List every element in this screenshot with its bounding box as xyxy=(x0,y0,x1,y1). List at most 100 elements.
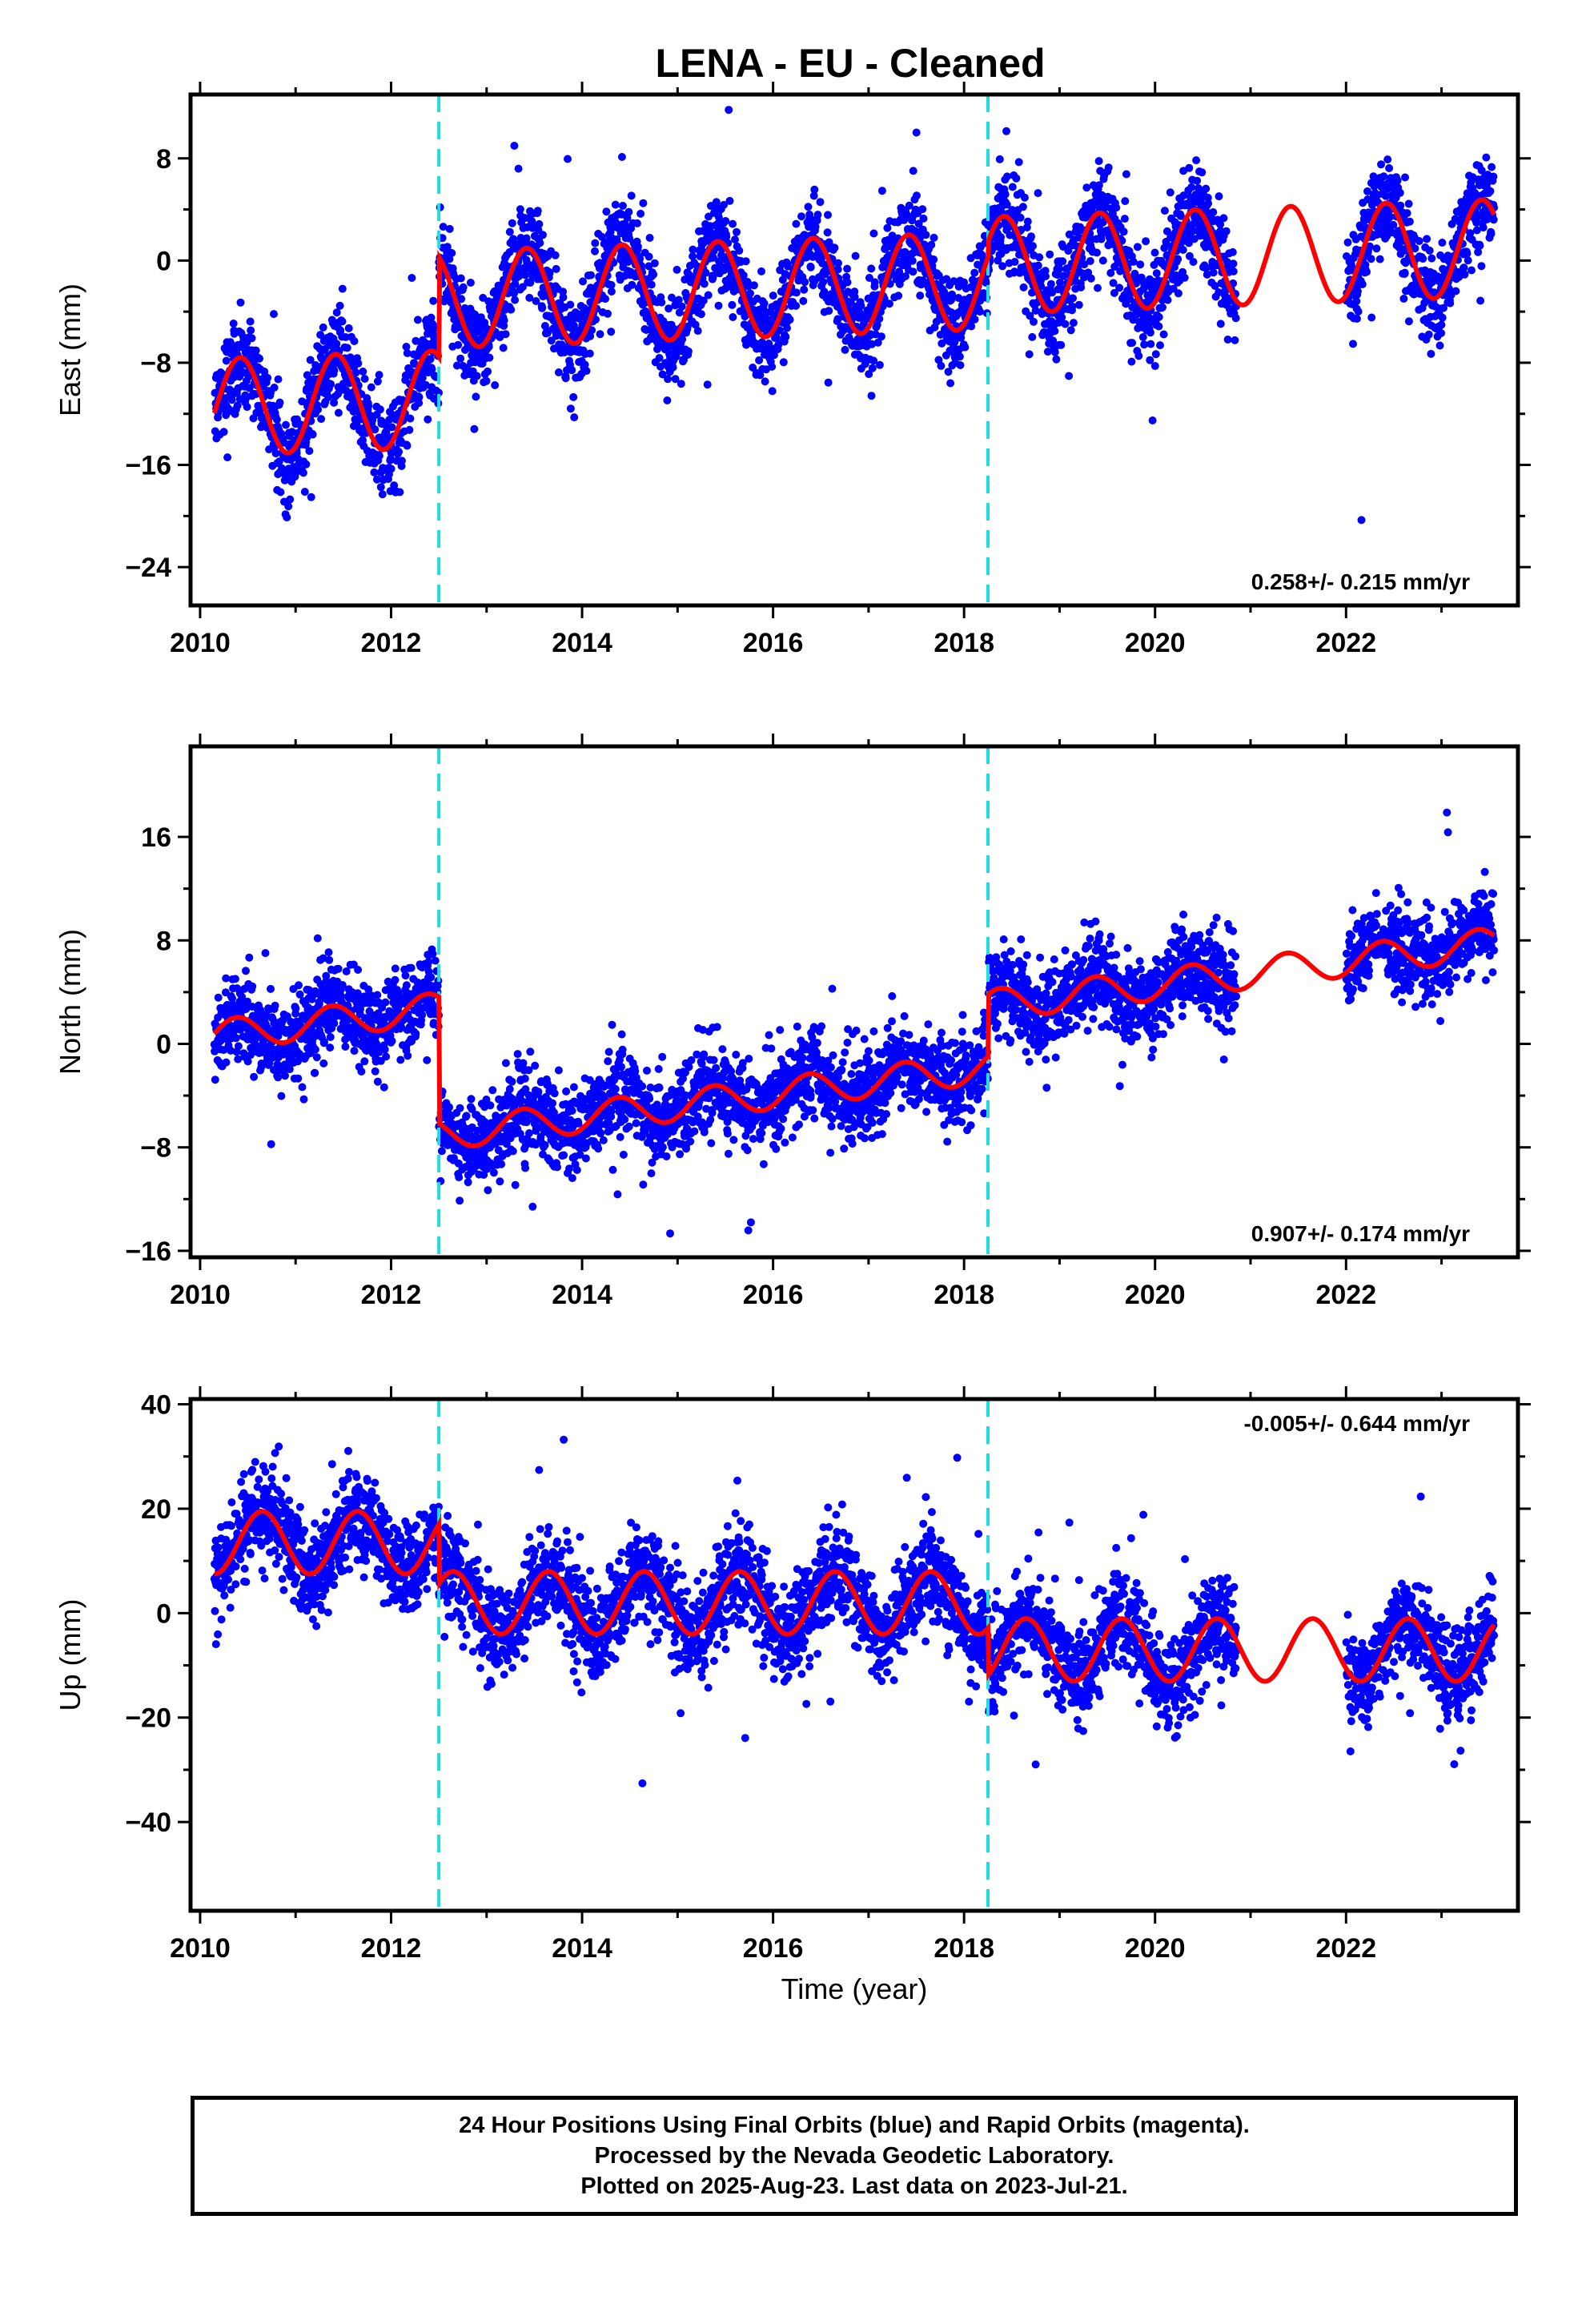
data-point xyxy=(1468,266,1476,275)
data-point xyxy=(704,291,713,300)
data-point xyxy=(1120,215,1129,223)
data-point xyxy=(997,233,1006,242)
data-point xyxy=(1367,255,1375,263)
data-point xyxy=(1219,214,1228,223)
data-point xyxy=(857,301,865,310)
data-point xyxy=(1363,267,1371,276)
data-point xyxy=(773,333,781,342)
data-point xyxy=(457,295,466,304)
data-point xyxy=(1419,255,1427,263)
data-point xyxy=(1162,240,1170,249)
data-point xyxy=(912,128,921,137)
data-point xyxy=(1176,211,1185,220)
data-point xyxy=(317,415,326,424)
data-point xyxy=(330,1019,339,1027)
data-point xyxy=(677,302,686,311)
data-point xyxy=(270,384,279,392)
data-point xyxy=(703,380,712,389)
data-point xyxy=(644,262,653,271)
data-point xyxy=(677,380,685,388)
x-tick-label: 2022 xyxy=(1315,628,1376,658)
data-point xyxy=(1074,300,1083,309)
data-point xyxy=(961,343,970,352)
data-point xyxy=(1052,355,1061,364)
data-point xyxy=(518,283,527,292)
data-point xyxy=(1142,237,1150,246)
data-point xyxy=(1030,317,1038,326)
data-point xyxy=(755,356,764,364)
data-point xyxy=(275,457,283,466)
data-point xyxy=(672,352,681,361)
data-point xyxy=(930,255,938,263)
data-point xyxy=(1027,232,1035,241)
data-point xyxy=(1487,229,1496,238)
data-point xyxy=(466,279,475,287)
data-point xyxy=(1159,330,1168,339)
data-point xyxy=(314,405,323,414)
data-point xyxy=(410,360,419,368)
data-point xyxy=(1477,166,1486,175)
data-point xyxy=(1466,229,1475,238)
data-point xyxy=(1396,201,1405,210)
data-point xyxy=(1037,282,1046,291)
data-point xyxy=(799,296,808,305)
data-point xyxy=(325,955,334,964)
data-point xyxy=(242,1005,251,1013)
data-point xyxy=(1477,262,1486,271)
data-point xyxy=(995,155,1004,163)
data-point xyxy=(298,1083,307,1092)
data-point xyxy=(311,1045,319,1054)
data-point xyxy=(950,277,958,286)
data-point xyxy=(1427,349,1435,358)
data-point xyxy=(792,301,801,310)
data-point xyxy=(1474,247,1483,256)
data-point xyxy=(552,264,560,273)
data-point xyxy=(251,346,260,355)
data-point xyxy=(312,1053,321,1062)
data-point xyxy=(934,356,943,364)
y-tick-label: −16 xyxy=(125,451,171,481)
data-point xyxy=(405,425,414,434)
data-point xyxy=(1377,183,1386,191)
data-point xyxy=(1198,168,1207,177)
data-point xyxy=(1229,259,1238,268)
data-point xyxy=(1121,197,1130,206)
data-point xyxy=(342,967,351,975)
data-point xyxy=(1438,313,1447,322)
data-point xyxy=(338,981,347,989)
data-point xyxy=(1203,193,1212,202)
data-point xyxy=(1104,163,1113,172)
data-point xyxy=(673,265,681,274)
data-point xyxy=(901,272,909,280)
data-point xyxy=(1185,239,1193,247)
data-point xyxy=(227,396,236,404)
data-point xyxy=(1061,320,1070,328)
data-point xyxy=(1134,352,1143,360)
data-point xyxy=(387,423,396,432)
data-point xyxy=(415,399,424,408)
data-point xyxy=(1379,172,1388,181)
data-point xyxy=(295,1049,303,1058)
data-point xyxy=(647,280,656,289)
data-point xyxy=(514,164,523,173)
data-point xyxy=(720,200,728,209)
data-point xyxy=(657,298,666,307)
data-point xyxy=(597,232,606,241)
data-point xyxy=(1050,327,1059,336)
data-point xyxy=(909,267,917,276)
data-point xyxy=(245,953,254,962)
data-point xyxy=(350,337,359,345)
data-point xyxy=(1146,340,1155,348)
data-point xyxy=(484,343,493,351)
data-point xyxy=(908,256,917,265)
data-point xyxy=(564,155,572,163)
data-point xyxy=(538,304,547,312)
data-point xyxy=(645,234,654,242)
data-point xyxy=(1189,258,1198,266)
data-point xyxy=(390,481,399,490)
data-point xyxy=(1112,203,1121,212)
data-point xyxy=(1058,257,1067,266)
data-point xyxy=(387,1037,396,1045)
data-point xyxy=(445,255,454,263)
data-point xyxy=(1185,251,1194,260)
